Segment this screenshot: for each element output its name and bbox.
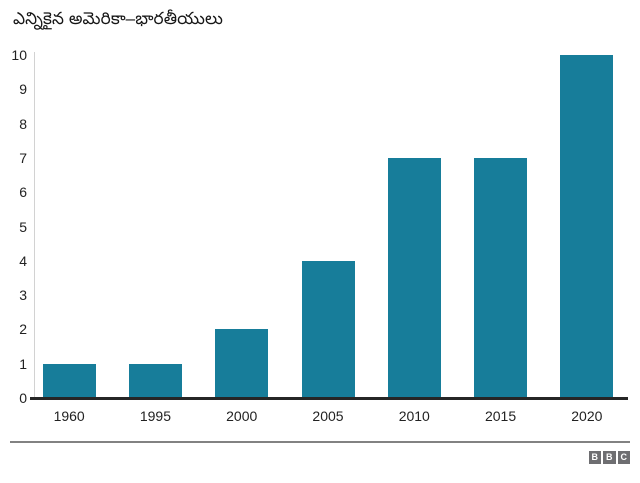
- y-axis-tick-label: 0: [19, 390, 27, 406]
- y-axis-tick-label: 3: [19, 287, 27, 304]
- bbc-logo-letter: B: [588, 451, 601, 464]
- bar-2015: [474, 157, 528, 398]
- x-axis-tick-label: 2020: [571, 408, 603, 424]
- y-axis-tick-label: 1: [19, 355, 27, 372]
- x-axis-tick-label: 2000: [226, 408, 258, 424]
- x-axis-tick-label: 2015: [484, 408, 517, 424]
- x-axis-tick-label: 2005: [312, 408, 344, 424]
- y-axis-tick-label: 6: [19, 184, 27, 201]
- bar-1995: [128, 363, 182, 398]
- y-axis-tick-label: 4: [19, 252, 27, 269]
- bar-2000: [215, 329, 269, 398]
- y-axis-tick-label: 9: [19, 81, 27, 98]
- y-axis-tick-label: 2: [19, 321, 27, 338]
- y-axis-tick-label: 7: [19, 149, 27, 166]
- x-axis-tick-label: 1995: [139, 408, 171, 424]
- bbc-logo-letter: C: [617, 451, 630, 464]
- bar-2005: [301, 260, 355, 398]
- bar-2010: [387, 157, 441, 398]
- x-axis-baseline: [30, 397, 628, 400]
- y-axis-line: [34, 52, 35, 400]
- y-axis-tick-label: 8: [19, 115, 27, 132]
- footer-separator: [10, 441, 630, 443]
- chart-title: ఎన్నికైన అమెరికా–భారతీయులు: [13, 9, 223, 28]
- y-axis-tick-label: 10: [11, 47, 27, 63]
- x-axis-tick-label: 2010: [398, 408, 430, 424]
- x-axis-tick-label: 1960: [53, 408, 85, 424]
- bbc-logo-letter: B: [603, 451, 616, 464]
- y-axis-tick-label: 5: [19, 218, 27, 235]
- bar-2020: [560, 55, 614, 398]
- bar-1960: [42, 363, 96, 398]
